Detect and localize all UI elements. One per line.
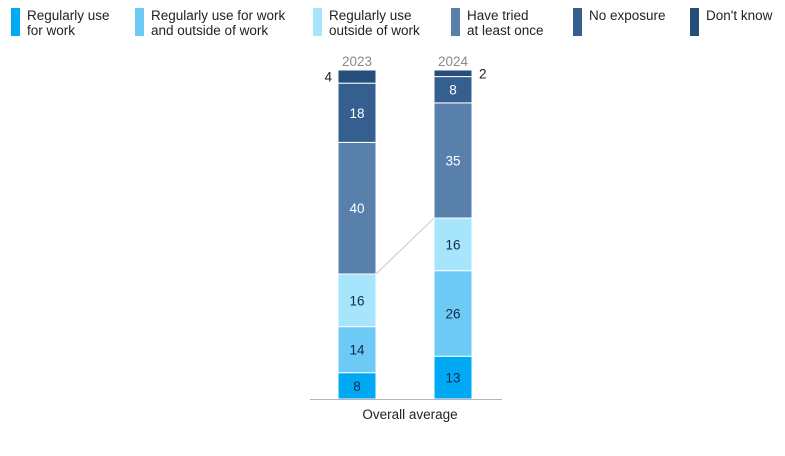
legend-item: Regularly use for work xyxy=(11,8,110,38)
data-label: 18 xyxy=(349,106,364,121)
legend-swatch xyxy=(11,8,20,36)
year-label: 2024 xyxy=(438,54,469,69)
data-label: 16 xyxy=(349,293,364,308)
data-label: 4 xyxy=(324,70,332,85)
legend-swatch xyxy=(690,8,699,36)
category-label: Overall average xyxy=(362,407,457,422)
legend-item: Regularly use outside of work xyxy=(313,8,420,38)
data-label: 14 xyxy=(349,343,365,358)
data-label: 2 xyxy=(479,66,487,81)
legend-swatch xyxy=(135,8,144,36)
legend: Regularly use for work Regularly use for … xyxy=(0,8,785,42)
legend-label: Have tried at least once xyxy=(467,8,544,38)
data-label: 8 xyxy=(353,379,361,394)
legend-item: No exposure xyxy=(573,8,666,36)
legend-label: Don't know xyxy=(706,8,773,23)
legend-label: Regularly use for work and outside of wo… xyxy=(151,8,286,38)
legend-item: Have tried at least once xyxy=(451,8,544,38)
bar-segment xyxy=(433,355,473,400)
data-label: 35 xyxy=(445,153,460,168)
bar-segment xyxy=(337,69,377,84)
legend-label: Regularly use outside of work xyxy=(329,8,420,38)
data-label: 16 xyxy=(445,237,460,252)
legend-swatch xyxy=(573,8,582,36)
legend-swatch xyxy=(313,8,322,36)
bar-segment xyxy=(337,273,377,328)
bar-segment xyxy=(337,82,377,143)
legend-item: Don't know xyxy=(690,8,772,36)
legend-label: Regularly use for work xyxy=(27,8,110,38)
data-label: 8 xyxy=(449,83,457,98)
bar-segment xyxy=(337,141,377,275)
bar-segment xyxy=(433,102,473,219)
legend-item: Regularly use for work and outside of wo… xyxy=(135,8,285,38)
connector-line xyxy=(375,217,435,275)
legend-swatch xyxy=(451,8,460,36)
data-label: 13 xyxy=(445,371,460,386)
bar-segment xyxy=(433,69,473,78)
year-label: 2023 xyxy=(342,54,372,69)
data-label: 26 xyxy=(445,306,460,321)
data-label: 40 xyxy=(349,201,364,216)
bar-segment xyxy=(433,217,473,272)
legend-label: No exposure xyxy=(589,8,666,23)
